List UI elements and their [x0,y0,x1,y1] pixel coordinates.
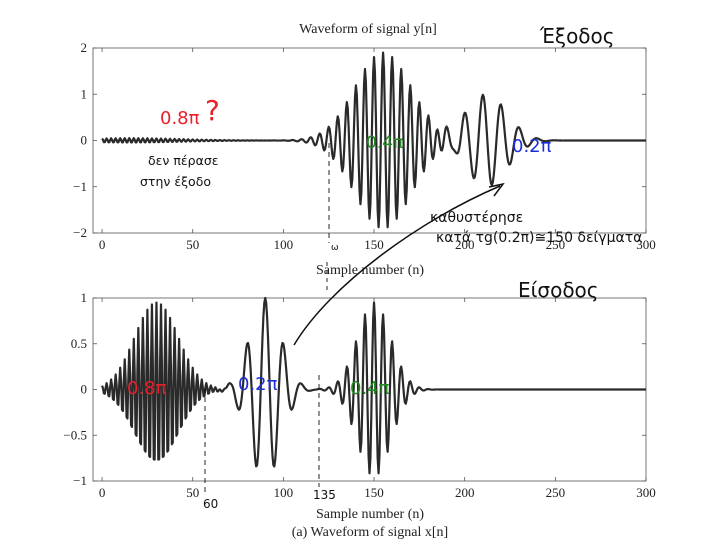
input-ytick-label: −1 [73,473,87,488]
output-ytick-label: −2 [73,225,87,240]
output-xtick-label: 50 [186,237,199,252]
input-ytick-label: 0.5 [71,336,87,351]
output-plot-title: Waveform of signal y[n] [299,22,437,37]
input-ytick-label: −0.5 [63,427,87,442]
output-plot-xlabel: Sample number (n) [316,263,424,278]
delay-arrow [293,185,501,346]
output-plot: Waveform of signal y[n] 0 50 100 150 200 250 3… [73,22,656,278]
input-xtick-label: 100 [274,485,294,500]
missing-frequency: 0.8π [160,108,200,129]
input-xtick-label: 200 [455,485,475,500]
input-plot-ticks: 0 50 100 150 200 250 300 1 0.5 0 −0.5 −1 [63,290,655,500]
mark-small: ω [331,243,339,253]
output-frequency-mid: 0.4π [366,133,403,153]
input-plot-xlabel: Sample number (n) [316,507,424,522]
output-label: Έξοδος [539,24,615,48]
input-plot-caption: (a) Waveform of signal x[n] [292,525,448,540]
input-xtick-label: 50 [186,485,199,500]
delay-arrow-head [488,182,505,197]
output-xtick-label: 200 [455,237,475,252]
missing-mark: ? [205,94,220,127]
output-xtick-label: 150 [364,237,384,252]
input-xtick-label: 250 [546,485,566,500]
input-xtick-label: 300 [636,485,656,500]
input-plot: 0 50 100 150 200 250 300 1 0.5 0 −0.5 −1 Sample num… [63,290,655,540]
output-ytick-label: 1 [81,86,88,101]
handwritten-annotations: Έξοδος Είσοδος 0.8π ? δεν πέρασε στην έξ… [127,24,642,511]
input-label: Είσοδος [518,278,599,302]
output-xtick-label: 0 [99,237,106,252]
output-xtick-label: 250 [546,237,566,252]
delay-note-line2: κατά τg(0.2π)≅150 δείγματα [436,230,642,246]
output-waveform [101,51,647,229]
mark-60: 60 [203,497,218,511]
input-xtick-label: 0 [99,485,106,500]
output-xtick-label: 100 [274,237,294,252]
missing-note-line1: δεν πέρασε [148,153,219,168]
output-ytick-label: 2 [81,40,88,55]
delay-note-line1: καθυστέρησε [430,210,523,226]
output-xtick-label: 300 [636,237,656,252]
input-frequency-mid: 0.2π [238,374,278,395]
input-frequency-left: 0.8π [127,378,167,399]
output-plot-ticks: 0 50 100 150 200 250 300 2 1 0 −1 −2 [73,40,656,252]
input-waveform [101,296,647,475]
input-xtick-label: 150 [364,485,384,500]
output-frequency-right: 0.2π [512,136,552,157]
mark-135: 135 [313,488,336,502]
input-ytick-label: 0 [81,382,88,397]
output-ytick-label: 0 [81,133,88,148]
input-ytick-label: 1 [81,290,88,305]
output-ytick-label: −1 [73,179,87,194]
input-frequency-right: 0.4π [350,378,390,399]
missing-note-line2: στην έξοδο [140,174,211,189]
